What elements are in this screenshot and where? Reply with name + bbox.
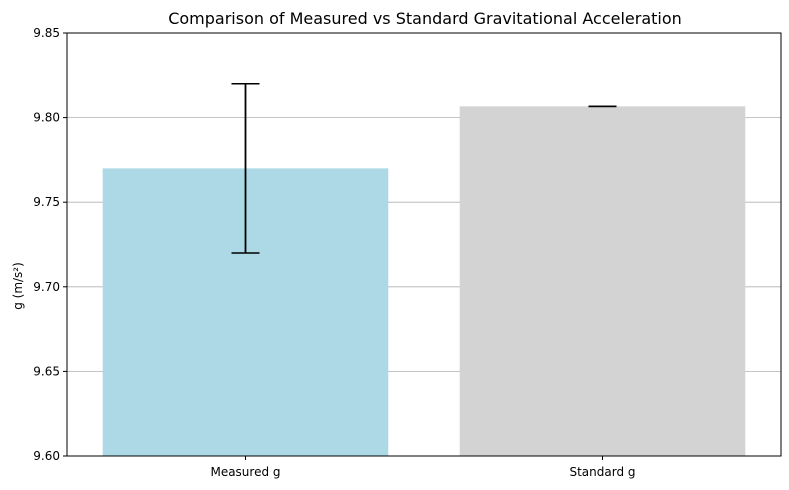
y-tick-label: 9.75: [33, 195, 60, 209]
y-tick-label: 9.70: [33, 280, 60, 294]
bars: [102, 106, 746, 457]
y-axis-ticks: 9.60 9.65 9.70 9.75 9.80 9.85: [33, 26, 67, 463]
x-axis-ticks: Measured g Standard g: [210, 456, 636, 479]
error-bars: [231, 83, 617, 254]
y-axis-label: g (m/s²): [11, 262, 25, 310]
y-tick-label: 9.65: [33, 364, 60, 378]
bar-1: [459, 106, 746, 456]
x-tick-label: Standard g: [569, 465, 635, 479]
y-tick-label: 9.60: [33, 449, 60, 463]
y-tick-label: 9.85: [33, 26, 60, 40]
y-tick-label: 9.80: [33, 111, 60, 125]
plot-frame: [66, 32, 782, 457]
chart-title: Comparison of Measured vs Standard Gravi…: [168, 9, 682, 28]
x-tick-label: Measured g: [210, 465, 280, 479]
